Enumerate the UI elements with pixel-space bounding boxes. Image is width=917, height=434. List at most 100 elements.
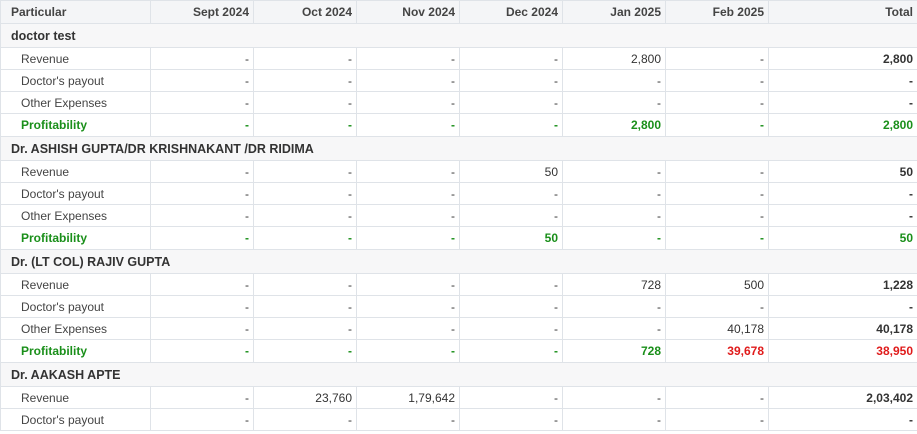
column-header-particular[interactable]: Particular	[0, 0, 151, 24]
profit-value-cell: 2,800	[562, 113, 666, 137]
doctor-group-row: Dr. AAKASH APTE	[0, 362, 917, 387]
revenue-value-cell: -	[150, 386, 254, 409]
expenses-label: Other Expenses	[0, 204, 151, 227]
revenue-value-cell: -	[665, 160, 769, 183]
column-header-total[interactable]: Total	[768, 0, 917, 24]
payout-value-cell: -	[356, 295, 460, 318]
revenue-value-cell: -	[459, 386, 563, 409]
revenue-value-cell: 23,760	[253, 386, 357, 409]
profit-total-cell: 38,950	[768, 339, 917, 363]
payout-label: Doctor's payout	[0, 182, 151, 205]
payout-total-cell: -	[768, 69, 917, 92]
payout-value-cell: -	[665, 69, 769, 92]
payout-total-cell: -	[768, 408, 917, 431]
profit-row: Profitability - - -50- -50	[0, 226, 917, 250]
profit-value-cell: 50	[459, 226, 563, 250]
profit-value-cell: 39,678	[665, 339, 769, 363]
payout-label: Doctor's payout	[0, 295, 151, 318]
expenses-value-cell: -	[562, 317, 666, 340]
payout-value-cell: -	[562, 182, 666, 205]
expenses-value-cell: -	[562, 91, 666, 114]
expenses-value-cell: -	[459, 317, 563, 340]
profit-value-cell: -	[459, 339, 563, 363]
expenses-total-cell: 40,178	[768, 317, 917, 340]
revenue-value-cell: -	[562, 386, 666, 409]
doctor-name: Dr. ASHISH GUPTA/DR KRISHNAKANT /DR RIDI…	[0, 136, 917, 161]
doctor-name: Dr. AAKASH APTE	[0, 362, 917, 387]
profit-value-cell: -	[253, 226, 357, 250]
revenue-value-cell: -	[253, 160, 357, 183]
doctor-group-row: Dr. (LT COL) RAJIV GUPTA	[0, 249, 917, 274]
revenue-label: Revenue	[0, 160, 151, 183]
revenue-value-cell: -	[459, 273, 563, 296]
expenses-value-cell: -	[665, 91, 769, 114]
revenue-value-cell: 2,800	[562, 47, 666, 70]
payout-value-cell: -	[562, 295, 666, 318]
revenue-value-cell: 1,79,642	[356, 386, 460, 409]
payout-value-cell: -	[459, 69, 563, 92]
revenue-value-cell: -	[150, 273, 254, 296]
profit-label: Profitability	[0, 113, 151, 137]
profit-value-cell: -	[459, 113, 563, 137]
column-header-month[interactable]: Oct 2024	[253, 0, 357, 24]
revenue-value-cell: -	[356, 160, 460, 183]
payout-value-cell: -	[150, 295, 254, 318]
payout-value-cell: -	[150, 182, 254, 205]
revenue-total-cell: 2,800	[768, 47, 917, 70]
payout-value-cell: -	[356, 182, 460, 205]
column-header-month[interactable]: Nov 2024	[356, 0, 460, 24]
expenses-value-cell: -	[356, 317, 460, 340]
column-header-month[interactable]: Feb 2025	[665, 0, 769, 24]
profit-total-cell: 50	[768, 226, 917, 250]
expenses-value-cell: -	[253, 91, 357, 114]
column-header-month[interactable]: Dec 2024	[459, 0, 563, 24]
revenue-row: Revenue - - -50- -50	[0, 160, 917, 183]
expenses-value-cell: 40,178	[665, 317, 769, 340]
expenses-value-cell: -	[356, 91, 460, 114]
payout-total-cell: -	[768, 182, 917, 205]
expenses-row: Other Expenses - - - - - - -	[0, 204, 917, 227]
expenses-value-cell: -	[253, 204, 357, 227]
payout-value-cell: -	[253, 182, 357, 205]
table-body: doctor test Revenue - - - -2,800-2,800 Doctor'…	[0, 23, 917, 431]
profit-value-cell: -	[253, 113, 357, 137]
payout-row: Doctor's payout - - - - - - -	[0, 182, 917, 205]
profit-label: Profitability	[0, 226, 151, 250]
payout-row: Doctor's payout - - - - - - -	[0, 408, 917, 431]
profit-value-cell: -	[562, 226, 666, 250]
payout-total-cell: -	[768, 295, 917, 318]
profit-value-cell: -	[356, 339, 460, 363]
payout-value-cell: -	[562, 408, 666, 431]
payout-value-cell: -	[253, 408, 357, 431]
doctor-group-row: doctor test	[0, 23, 917, 48]
revenue-value-cell: -	[253, 273, 357, 296]
revenue-value-cell: -	[356, 273, 460, 296]
revenue-value-cell: -	[665, 47, 769, 70]
revenue-label: Revenue	[0, 273, 151, 296]
profit-row: Profitability - - - -728 39,678 38,950	[0, 339, 917, 363]
revenue-value-cell: -	[459, 47, 563, 70]
payout-value-cell: -	[253, 69, 357, 92]
expenses-value-cell: -	[562, 204, 666, 227]
profit-value-cell: -	[665, 113, 769, 137]
revenue-value-cell: 728	[562, 273, 666, 296]
profit-value-cell: -	[356, 113, 460, 137]
expenses-value-cell: -	[459, 91, 563, 114]
expenses-label: Other Expenses	[0, 91, 151, 114]
profit-value-cell: -	[150, 339, 254, 363]
expenses-value-cell: -	[356, 204, 460, 227]
column-header-month[interactable]: Jan 2025	[562, 0, 666, 24]
header-row: Particular Sept 2024 Oct 2024 Nov 2024 D…	[0, 0, 917, 24]
doctor-name: doctor test	[0, 23, 917, 48]
column-header-month[interactable]: Sept 2024	[150, 0, 254, 24]
payout-label: Doctor's payout	[0, 69, 151, 92]
payout-value-cell: -	[150, 69, 254, 92]
payout-value-cell: -	[459, 182, 563, 205]
expenses-value-cell: -	[150, 317, 254, 340]
revenue-total-cell: 50	[768, 160, 917, 183]
revenue-value-cell: 500	[665, 273, 769, 296]
revenue-label: Revenue	[0, 47, 151, 70]
profit-value-cell: -	[665, 226, 769, 250]
revenue-value-cell: -	[665, 386, 769, 409]
payout-value-cell: -	[665, 295, 769, 318]
